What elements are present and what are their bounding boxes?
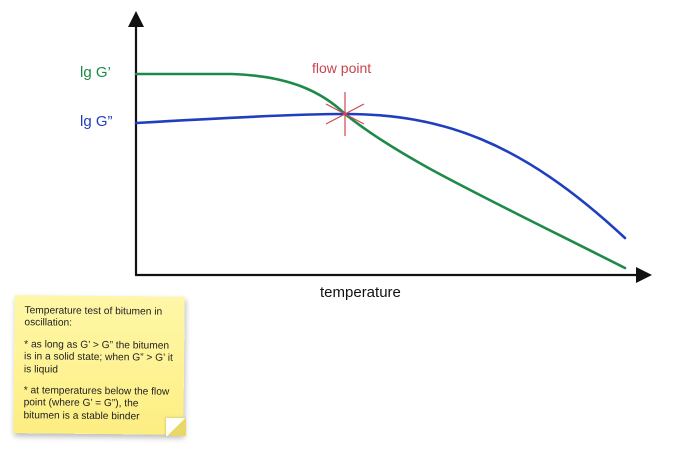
y-axis-arrow-icon xyxy=(128,11,144,27)
storage-modulus-label: lg G’ xyxy=(80,64,111,81)
x-axis-arrow-icon xyxy=(636,267,652,283)
loss-modulus-curve xyxy=(134,112,627,240)
flow-point-marker-icon xyxy=(325,92,365,136)
sticky-note: Temperature test of bitumen in oscillati… xyxy=(13,295,185,435)
note-title: Temperature test of bitumen in oscillati… xyxy=(24,305,163,330)
flow-point-label: flow point xyxy=(312,60,372,76)
note-point-flow-point: * at temperatures below the flow point (… xyxy=(23,385,170,423)
storage-modulus-curve xyxy=(134,72,627,270)
note-curl-icon xyxy=(166,418,186,436)
loss-modulus-label: lg G” xyxy=(80,113,113,130)
x-axis-label: temperature xyxy=(320,284,401,301)
note-point-solid-liquid: * as long as G’ > G” the bitumen is in a… xyxy=(23,339,173,376)
